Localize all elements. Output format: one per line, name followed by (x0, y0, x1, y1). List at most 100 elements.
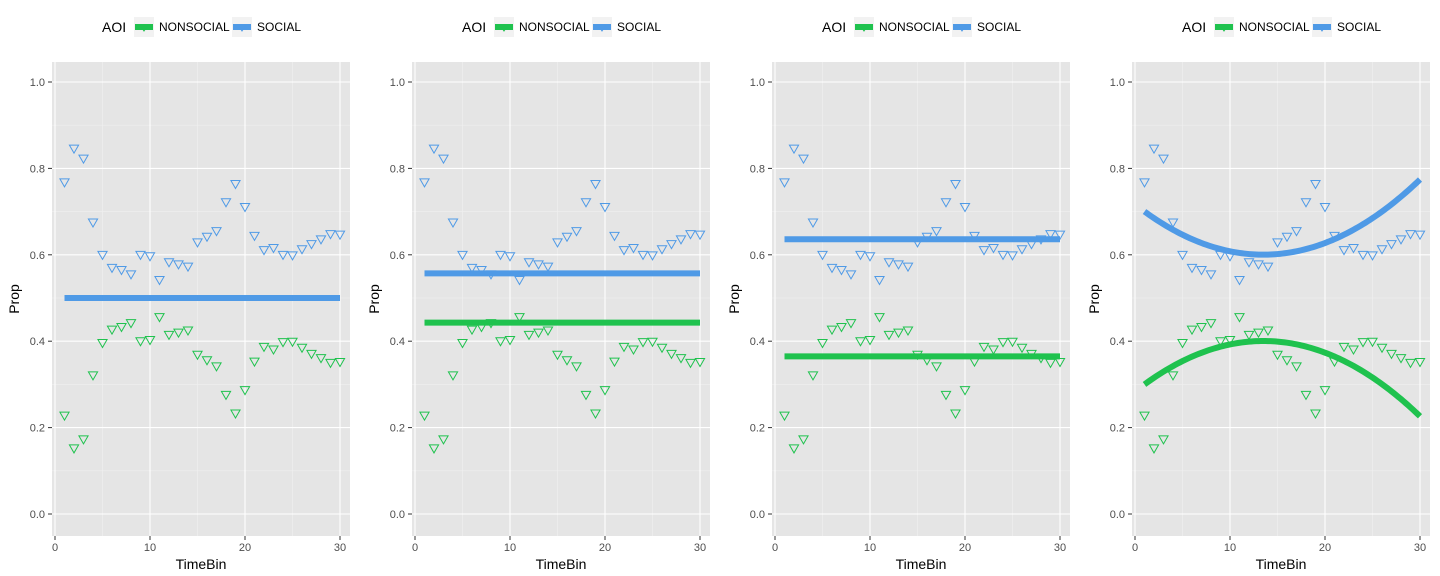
data-point (1348, 345, 1359, 356)
data-point (1045, 358, 1056, 369)
data-point (1262, 262, 1274, 273)
data-point (836, 323, 847, 333)
data-point (1367, 251, 1378, 261)
x-axis-title: TimeBin (536, 556, 587, 572)
data-point (106, 325, 118, 336)
legend: AOI NONSOCIAL SOCIAL (1182, 17, 1381, 37)
data-point (694, 230, 706, 241)
data-point (1253, 328, 1264, 339)
data-point (590, 409, 601, 419)
data-point (192, 238, 203, 248)
data-point (1016, 245, 1028, 255)
y-tick-label: 0.6 (750, 250, 765, 262)
series-social (59, 144, 346, 286)
data-point (239, 202, 251, 213)
data-point (1196, 266, 1207, 276)
x-tick-label: 10 (144, 542, 156, 554)
data-point (438, 154, 449, 165)
data-point (874, 275, 885, 286)
x-tick-label: 0 (52, 542, 58, 554)
data-point (287, 337, 298, 348)
legend: AOI NONSOCIAL SOCIAL (462, 17, 661, 37)
data-point (779, 411, 790, 422)
data-point (419, 178, 430, 188)
data-point (902, 262, 914, 273)
data-point (154, 313, 165, 323)
x-tick-label: 10 (1224, 542, 1236, 554)
x-tick-label: 0 (1132, 542, 1138, 554)
data-point (647, 251, 658, 261)
data-point (893, 328, 904, 339)
legend-key-marker (1317, 24, 1327, 32)
data-point (1177, 250, 1188, 261)
data-point (978, 246, 990, 256)
data-point (116, 323, 127, 333)
data-point (315, 354, 327, 364)
data-point (798, 435, 809, 445)
data-point (447, 371, 459, 381)
data-point (845, 319, 857, 329)
data-point (1291, 362, 1302, 372)
data-point (788, 444, 800, 454)
series-nonsocial (419, 313, 706, 454)
data-point (637, 250, 649, 261)
data-point (116, 266, 127, 276)
data-point (807, 218, 819, 229)
data-point (542, 326, 554, 337)
data-point (807, 371, 819, 381)
data-point (1300, 390, 1312, 401)
data-point (87, 371, 99, 381)
y-tick-label: 0.0 (1110, 509, 1125, 521)
data-point (656, 245, 668, 255)
legend-label-nonsocial: NONSOCIAL (1239, 20, 1310, 34)
data-point (125, 270, 137, 280)
data-point (1139, 411, 1150, 422)
data-point (590, 180, 601, 190)
data-point (249, 231, 260, 242)
data-point (618, 342, 630, 353)
data-point (628, 243, 639, 254)
data-point (883, 258, 895, 268)
plot-background (772, 62, 1070, 536)
y-tick-label: 0.2 (390, 423, 405, 435)
data-point (940, 198, 952, 208)
data-point (552, 238, 563, 248)
data-point (950, 180, 961, 190)
data-point (182, 326, 194, 337)
data-point (97, 339, 108, 349)
data-point (1310, 180, 1321, 190)
legend-key-marker (499, 24, 509, 32)
x-tick-label: 20 (1319, 542, 1331, 554)
y-axis-title: Prop (366, 284, 382, 314)
data-point (220, 390, 232, 401)
y-tick-label: 0.4 (390, 336, 405, 348)
legend-label-social: SOCIAL (977, 20, 1021, 34)
legend-label-nonsocial: NONSOCIAL (519, 20, 590, 34)
data-point (675, 235, 687, 245)
data-point (419, 411, 430, 422)
data-point (1291, 227, 1302, 237)
y-tick-label: 0.8 (1110, 163, 1125, 175)
data-point (173, 260, 184, 270)
data-point (135, 250, 146, 261)
data-point (466, 325, 478, 336)
data-point (1281, 356, 1293, 366)
data-point (1319, 202, 1331, 213)
data-point (144, 336, 156, 346)
y-tick-label: 1.0 (30, 77, 45, 89)
data-point (685, 358, 696, 369)
data-point (249, 357, 260, 368)
data-point (523, 330, 535, 341)
data-point (817, 339, 828, 349)
legend-key-marker (139, 24, 149, 32)
legend: AOI NONSOCIAL SOCIAL (822, 17, 1021, 37)
data-point (826, 263, 838, 274)
data-point (580, 390, 592, 401)
plot-background (1132, 62, 1430, 536)
legend-key-marker (1219, 24, 1229, 32)
legend-label-nonsocial: NONSOCIAL (159, 20, 230, 34)
data-point (163, 330, 175, 341)
x-tick-label: 0 (412, 542, 418, 554)
x-axis-title: TimeBin (896, 556, 947, 572)
legend-key-marker (237, 24, 247, 32)
